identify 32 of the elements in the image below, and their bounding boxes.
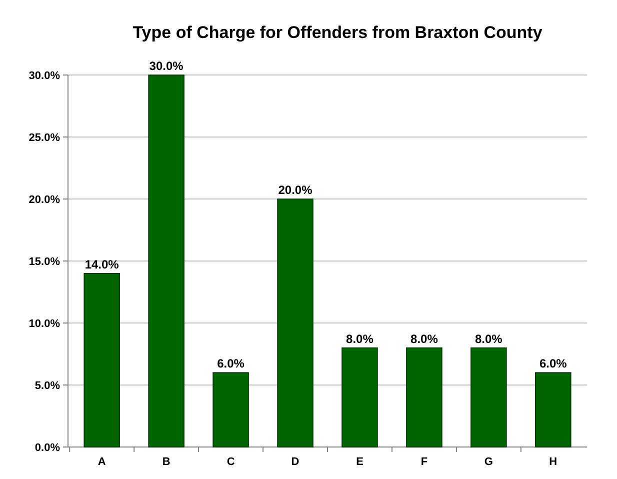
bar [212, 372, 249, 448]
bar [277, 198, 314, 448]
bar [470, 347, 507, 448]
x-tick-label: A [98, 456, 106, 468]
x-tick-label: G [484, 456, 493, 468]
bar [148, 74, 184, 448]
bar [406, 347, 442, 448]
x-tick-label: E [356, 456, 364, 468]
x-tick-label: H [549, 456, 558, 468]
x-tick-label: D [291, 456, 300, 468]
bar [535, 372, 572, 448]
data-label: 6.0% [217, 356, 245, 371]
data-label: 6.0% [539, 356, 568, 371]
data-label: 30.0% [149, 59, 184, 73]
y-tick-label: 20.0% [28, 194, 60, 206]
y-tick-label: 30.0% [28, 70, 60, 82]
chart-title: Type of Charge for Offenders from Braxton County [132, 23, 543, 42]
x-tick-label: B [162, 456, 170, 468]
y-tick-label: 10.0% [28, 318, 60, 330]
bar [342, 347, 378, 448]
y-tick-label: 5.0% [34, 380, 60, 392]
data-label: 8.0% [346, 332, 374, 346]
data-label: 20.0% [278, 183, 313, 197]
data-label: 14.0% [84, 257, 120, 272]
bar [84, 273, 120, 448]
x-tick-label: C [226, 456, 235, 468]
data-label: 8.0% [475, 332, 503, 346]
data-label: 8.0% [410, 332, 438, 346]
y-tick-label: 25.0% [28, 132, 60, 144]
x-tick-label: F [420, 456, 428, 468]
y-tick-label: 0.0% [34, 442, 60, 454]
y-tick-label: 15.0% [28, 256, 60, 268]
